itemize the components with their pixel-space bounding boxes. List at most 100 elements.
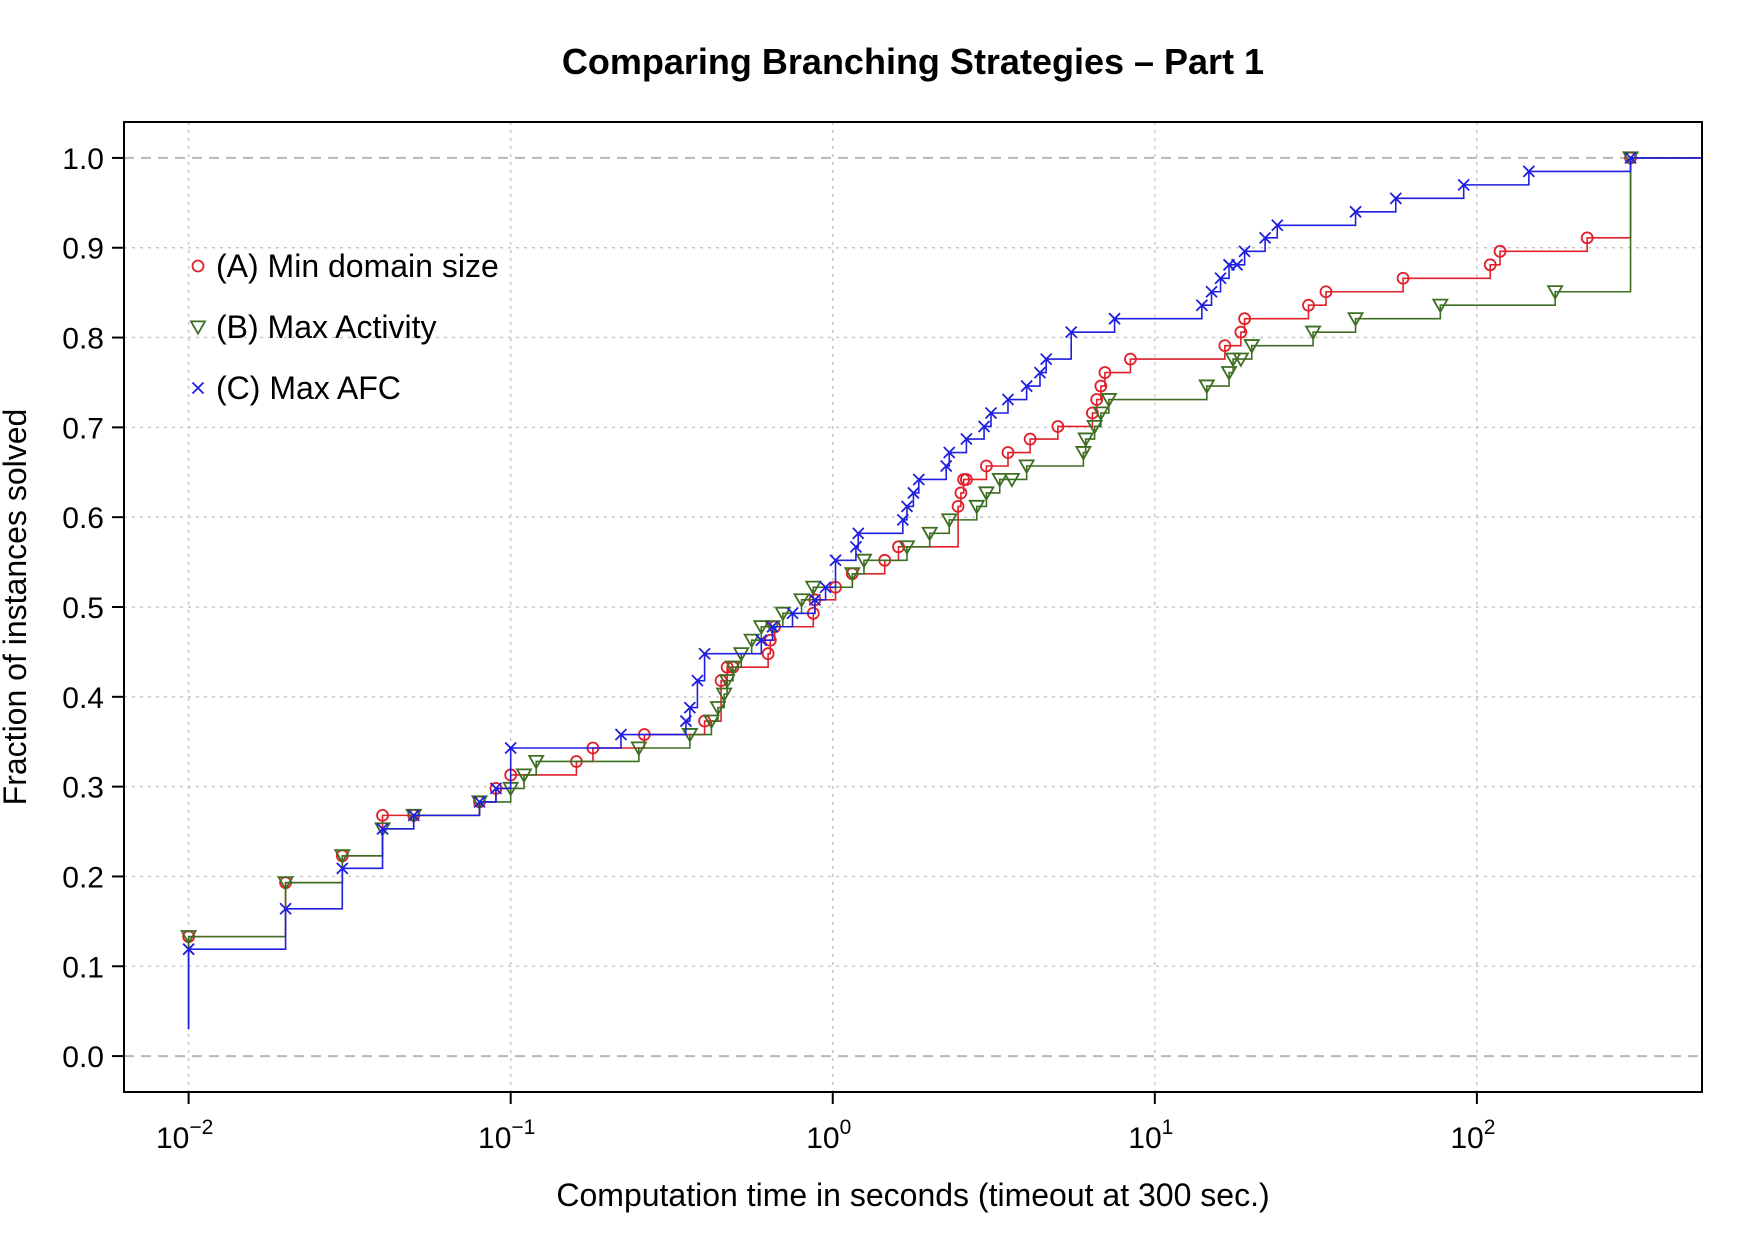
- series-2-point: [333, 849, 351, 865]
- series-2-point: [709, 701, 727, 717]
- y-tick-label: 0.3: [62, 772, 104, 805]
- series-3-point: [1522, 165, 1535, 178]
- y-axis-label: Fraction of instances solved: [0, 409, 33, 806]
- series-2-point: [977, 486, 995, 502]
- series-1-point: [1090, 393, 1104, 406]
- series-3-point: [808, 593, 822, 606]
- series-1-point: [1580, 231, 1594, 245]
- series-2-point: [991, 472, 1009, 488]
- series-1-point: [761, 647, 775, 661]
- series-3-point: [1230, 258, 1244, 271]
- series-3-point: [407, 809, 420, 822]
- series-3-point: [691, 674, 704, 687]
- series-3-step-line: [187, 157, 1702, 1030]
- series-3-point: [786, 607, 799, 620]
- series-3-point: [279, 902, 292, 915]
- x-tick-exponent: 2: [1484, 1116, 1496, 1139]
- series-3-point: [376, 822, 389, 835]
- series-1-point: [1098, 366, 1112, 379]
- series-3-point: [1033, 366, 1047, 379]
- y-tick-label: 0.0: [62, 1041, 104, 1074]
- series-3-point: [1238, 245, 1251, 258]
- series-2-point: [774, 606, 792, 622]
- series-2-point: [1003, 472, 1021, 488]
- series-3-point: [1040, 352, 1053, 366]
- y-tick-label: 0.7: [62, 412, 104, 445]
- series-1-point: [1124, 352, 1137, 366]
- series-2-point: [1198, 379, 1216, 395]
- series-3-point: [852, 527, 865, 540]
- x-tick-label: 101: [1128, 1116, 1173, 1155]
- series-2-point: [1018, 459, 1036, 475]
- series-3-point: [912, 473, 925, 486]
- series-3-point: [683, 701, 696, 714]
- series-3-point: [819, 581, 832, 594]
- series-3-point: [940, 459, 953, 473]
- series-2-point: [1546, 285, 1564, 301]
- series-2-point: [1232, 352, 1250, 368]
- series-3-point: [1108, 312, 1121, 325]
- series-3-point: [1457, 178, 1470, 192]
- y-tick-label: 0.5: [62, 592, 104, 625]
- series-3-point: [182, 943, 195, 956]
- series-1-step-line: [187, 157, 1702, 1030]
- y-tick-label: 0.6: [62, 502, 104, 535]
- series-1-point: [1493, 244, 1507, 258]
- series-2-point: [843, 567, 861, 583]
- series-3-point: [896, 513, 909, 527]
- series-3-point: [1258, 231, 1272, 244]
- x-tick-base: 10: [478, 1122, 511, 1155]
- y-tick-label: 0.4: [62, 682, 104, 715]
- legend-label: (C) Max AFC: [216, 370, 401, 406]
- x-tick-label: 10−1: [478, 1116, 535, 1155]
- series-2-point: [715, 687, 733, 703]
- grid-layer: [124, 122, 1702, 1092]
- legend-marker: [191, 381, 205, 395]
- series-2-point: [1243, 339, 1261, 355]
- y-tick-label: 1.0: [62, 143, 104, 176]
- series-1-point: [1051, 420, 1065, 433]
- series-3-point: [829, 554, 842, 567]
- series-3-point: [698, 647, 711, 660]
- series-2-point: [898, 540, 916, 556]
- x-tick-label: 100: [806, 1116, 851, 1155]
- series-3-point: [984, 406, 998, 420]
- x-axis-label: Computation time in seconds (timeout at …: [556, 1177, 1269, 1213]
- series-1-point: [1023, 432, 1037, 446]
- legend-item: (C) Max AFC: [191, 370, 401, 406]
- series-1-point: [1001, 446, 1015, 459]
- series-1-point: [376, 808, 389, 822]
- legend-marker: [191, 259, 205, 273]
- y-tick-label: 0.9: [62, 233, 104, 266]
- legend-label: (B) Max Activity: [216, 309, 436, 345]
- series-2-point: [1346, 312, 1365, 328]
- series-2: [180, 151, 1702, 1030]
- series-3-point: [766, 620, 779, 633]
- series-3-point: [1349, 205, 1362, 218]
- series-1-point: [951, 500, 965, 513]
- x-tick-exponent: −1: [511, 1116, 535, 1139]
- axis-layer: 0.00.10.20.30.40.50.60.70.80.91.010−2 10−…: [62, 143, 1495, 1155]
- x-tick-base: 10: [806, 1122, 839, 1155]
- series-2-point: [940, 513, 958, 529]
- x-tick-exponent: 1: [1162, 1116, 1174, 1139]
- series-1-point: [1302, 298, 1315, 312]
- series-3-point: [755, 634, 768, 647]
- y-tick-label: 0.1: [62, 951, 104, 984]
- series-layer: [180, 151, 1702, 1030]
- series-2-point: [277, 876, 295, 892]
- series-3-point: [489, 782, 503, 795]
- series-3-point: [473, 795, 486, 809]
- series-2-point: [855, 553, 873, 569]
- series-1-point: [1319, 285, 1333, 299]
- series-2-point: [968, 499, 986, 515]
- series-3-point: [907, 486, 920, 500]
- legend-label: (A) Min domain size: [216, 248, 499, 284]
- x-tick-base: 10: [1450, 1122, 1483, 1155]
- x-tick-exponent: 0: [840, 1116, 852, 1139]
- series-1-point: [1396, 271, 1410, 285]
- series-1-point: [960, 473, 973, 486]
- series-2-step-line: [187, 157, 1702, 1030]
